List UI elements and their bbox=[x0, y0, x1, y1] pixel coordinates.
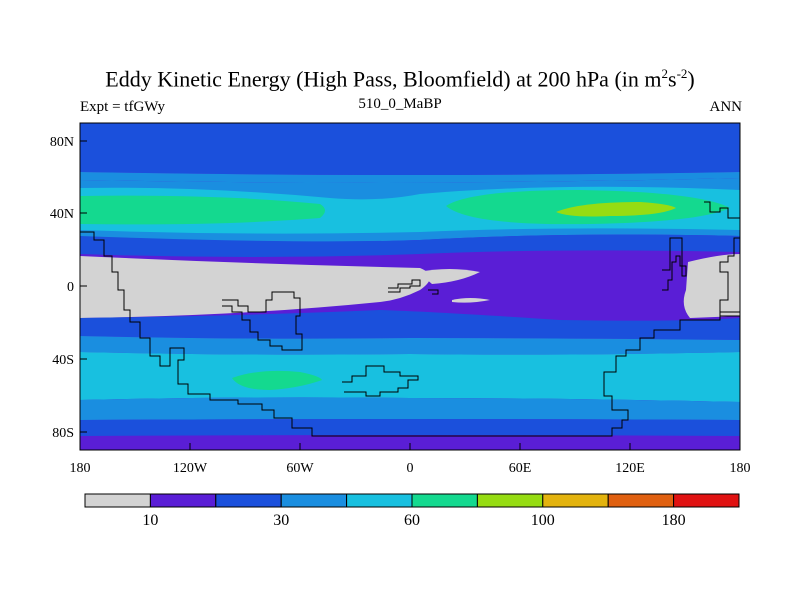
season-label: ANN bbox=[709, 99, 743, 115]
continent-outline-east-coast bbox=[719, 237, 740, 317]
title-text: Eddy Kinetic Energy (High Pass, Bloomfie… bbox=[105, 66, 662, 92]
title-exponent-1: 2 bbox=[661, 66, 669, 81]
colorbar-box bbox=[607, 493, 675, 508]
colorbar-box bbox=[215, 493, 282, 508]
y-tick-label: 80N bbox=[50, 135, 74, 150]
band-tropical-low-east bbox=[683, 254, 740, 318]
colorbar-box bbox=[149, 493, 217, 508]
x-tick-label: 120E bbox=[615, 461, 645, 476]
case-label: 510_0_MaBP bbox=[358, 96, 442, 112]
colorbar-box bbox=[673, 493, 740, 508]
colorbar-box bbox=[346, 493, 413, 508]
colorbar-label: 60 bbox=[404, 512, 420, 529]
band-south-storm-track bbox=[80, 352, 740, 402]
x-tick-label: 60W bbox=[286, 461, 314, 476]
y-tick-label: 40N bbox=[50, 207, 74, 222]
band-north-30-40 bbox=[80, 172, 740, 183]
chart-title: Eddy Kinetic Energy (High Pass, Bloomfie… bbox=[0, 66, 800, 92]
y-tick-label: 0 bbox=[67, 280, 74, 295]
band-atlantic-60-80 bbox=[80, 195, 325, 225]
x-tick-label: 120W bbox=[173, 461, 208, 476]
colorbar-label: 180 bbox=[662, 512, 686, 529]
x-tick-label: 180 bbox=[70, 461, 91, 476]
band-south-30-40-b bbox=[80, 397, 740, 420]
band-tropical-low-spot-a bbox=[418, 269, 480, 284]
band-south-30-40 bbox=[80, 336, 740, 355]
band-subtropical-north bbox=[80, 234, 740, 257]
y-tick-label: 80S bbox=[52, 426, 74, 441]
title-close-paren: ) bbox=[687, 66, 695, 92]
y-tick-label: 40S bbox=[52, 353, 74, 368]
band-south-20-30-b bbox=[80, 419, 740, 436]
colorbar-label: 100 bbox=[531, 512, 555, 529]
continent-outline-island-d bbox=[428, 289, 439, 295]
continent-outline-northeast bbox=[704, 201, 740, 219]
colorbar-labels: 10 30 60 100 180 bbox=[142, 512, 685, 529]
title-unit-s: s bbox=[668, 66, 677, 92]
x-tick-label: 180 bbox=[730, 461, 751, 476]
band-south-60-80 bbox=[232, 370, 322, 390]
continent-outline-island-c bbox=[388, 279, 421, 293]
band-south-20-30 bbox=[80, 310, 740, 340]
colorbar-box bbox=[411, 493, 478, 508]
colorbar-boxes bbox=[84, 493, 740, 508]
continent-outline-east bbox=[662, 237, 687, 291]
band-tropical-low-west bbox=[80, 256, 430, 318]
experiment-label: Expt = tfGWy bbox=[80, 99, 166, 115]
continent-outline-island-b bbox=[342, 365, 419, 397]
continent-outline-island-a bbox=[222, 291, 303, 351]
continent-outlines bbox=[80, 201, 740, 437]
colorbar-box bbox=[542, 493, 609, 508]
band-north-20-30-a bbox=[80, 123, 740, 138]
title-exponent-2: -2 bbox=[676, 66, 688, 81]
contour-fills bbox=[80, 123, 740, 450]
colorbar-label: 10 bbox=[142, 512, 158, 529]
axis-ticks bbox=[79, 140, 741, 450]
band-tropical-low-spot-b bbox=[452, 298, 490, 303]
x-tick-label: 0 bbox=[407, 461, 414, 476]
colorbar-label: 30 bbox=[273, 512, 289, 529]
continent-outline-south bbox=[80, 231, 740, 437]
band-pacific-80-100 bbox=[556, 202, 676, 217]
colorbar-box bbox=[476, 493, 544, 508]
band-north-20-30-b bbox=[80, 138, 740, 175]
x-tick-label: 60E bbox=[509, 461, 532, 476]
colorbar-box bbox=[84, 493, 151, 508]
colorbar-box bbox=[280, 493, 348, 508]
